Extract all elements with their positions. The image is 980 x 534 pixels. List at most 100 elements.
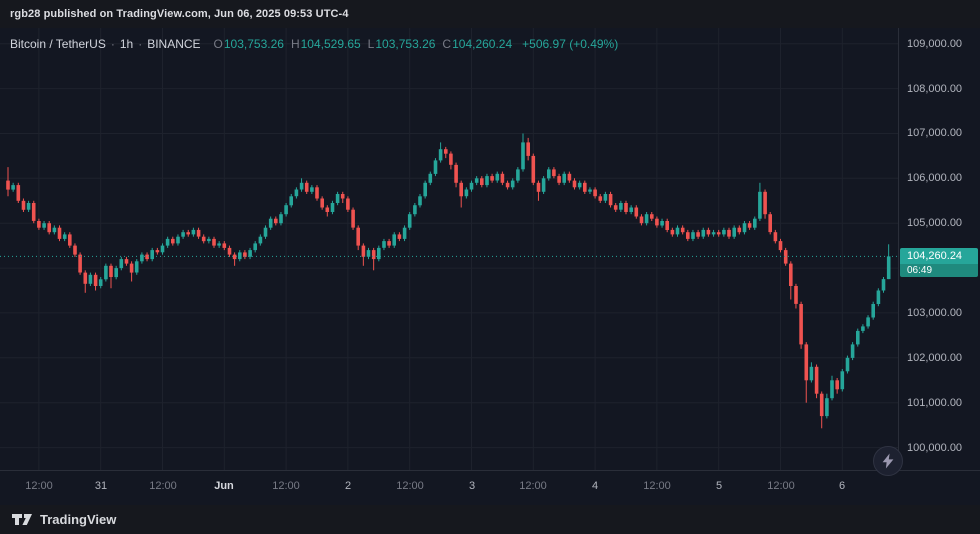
candle <box>619 200 623 212</box>
candle-body <box>191 229 196 235</box>
candle <box>78 252 82 275</box>
candle-body <box>845 357 850 372</box>
price-axis-label: 105,000.00 <box>907 217 963 229</box>
time-axis[interactable]: 12:00 31 12:00 Jun 12:00 2 12:00 3 12:00 4 12:00 5 1… <box>0 470 980 505</box>
candle <box>325 205 330 217</box>
candle-body <box>248 250 252 257</box>
candle-body <box>93 274 98 286</box>
candle <box>124 256 129 266</box>
candle-body <box>366 250 371 257</box>
candle-body <box>104 265 108 280</box>
candle <box>665 218 669 233</box>
candle-body <box>680 227 685 233</box>
candle-body <box>238 252 242 260</box>
open-key: O <box>213 37 223 51</box>
candle <box>114 265 118 280</box>
candle-body <box>696 232 700 237</box>
time-axis-label: 2 <box>344 480 352 492</box>
candle <box>814 364 819 399</box>
candle-body <box>459 182 463 197</box>
candle <box>361 243 366 266</box>
time-axis-label: 12:00 <box>396 480 424 492</box>
candle <box>526 137 530 161</box>
symbol-legend[interactable]: Bitcoin / TetherUS · 1h · BINANCE O 103,… <box>10 37 618 51</box>
candle-body <box>809 366 814 381</box>
candle-body <box>207 238 211 242</box>
symbol-name[interactable]: Bitcoin / TetherUS <box>10 37 106 51</box>
candle-body <box>716 232 721 235</box>
candle <box>104 263 108 282</box>
exchange-label[interactable]: BINANCE <box>147 37 201 51</box>
flash-button[interactable] <box>873 446 903 476</box>
candle-body <box>83 272 88 284</box>
candle-body <box>340 194 345 199</box>
candle-body <box>304 182 309 192</box>
time-axis-label: 12:00 <box>149 480 177 492</box>
price-axis-label: 100,000.00 <box>907 442 963 454</box>
candle-body <box>418 196 422 206</box>
candle-body <box>778 241 783 251</box>
price-axis-label: 109,000.00 <box>907 38 963 50</box>
candle <box>680 225 685 235</box>
candle <box>6 167 10 197</box>
candle <box>387 238 391 248</box>
candle <box>701 227 706 239</box>
candle-body <box>171 238 175 244</box>
candle-body <box>552 169 556 177</box>
candle-body <box>608 194 613 206</box>
candle <box>119 256 124 271</box>
time-axis-label: 12:00 <box>767 480 795 492</box>
low-number: 103,753.26 <box>375 37 436 51</box>
candle <box>160 243 165 255</box>
candle-body <box>165 238 170 246</box>
candle-body <box>392 234 396 246</box>
candle <box>830 375 834 401</box>
candle-body <box>753 218 757 228</box>
candle-body <box>856 330 860 345</box>
candle-body <box>500 173 505 183</box>
candle-body <box>572 180 577 188</box>
candle <box>804 342 809 403</box>
candle <box>789 261 793 300</box>
candle-body <box>201 236 206 242</box>
candle <box>856 328 860 347</box>
candle-body <box>212 238 216 246</box>
candle-body <box>861 326 865 331</box>
candle <box>232 252 237 266</box>
candle <box>541 176 546 194</box>
candle <box>644 212 649 226</box>
candle <box>510 178 515 190</box>
candle-body <box>804 344 809 381</box>
price-axis[interactable]: 104,260.24 06:49 109,000.00 108,000.00 107… <box>898 28 980 470</box>
time-axis-label: 12:00 <box>643 480 671 492</box>
candle-body <box>686 232 690 239</box>
candle-body <box>547 169 551 179</box>
candle <box>598 194 603 203</box>
candle-body <box>284 205 288 215</box>
chart-area[interactable]: Bitcoin / TetherUS · 1h · BINANCE O 103,… <box>0 28 980 505</box>
candle-body <box>603 194 608 201</box>
candle-body <box>830 380 834 399</box>
candle-body <box>114 268 118 278</box>
candle-body <box>73 245 77 255</box>
candle <box>284 203 288 217</box>
candle-body <box>377 247 381 260</box>
time-axis-label: 12:00 <box>272 480 300 492</box>
candle-body <box>644 214 649 224</box>
bar-countdown: 06:49 <box>900 264 978 277</box>
interval-label[interactable]: 1h <box>119 37 134 51</box>
candlestick-plot[interactable] <box>0 28 898 470</box>
candle <box>536 180 541 201</box>
candle <box>310 185 314 194</box>
candle-body <box>155 250 160 253</box>
candle-body <box>711 232 716 235</box>
candle <box>819 391 824 429</box>
legend-separator: · <box>138 37 143 51</box>
candle <box>377 245 381 262</box>
candle <box>629 205 633 215</box>
candle-body <box>825 398 829 417</box>
candle-body <box>57 227 62 239</box>
candle <box>227 245 232 257</box>
high-number: 104,529.65 <box>300 37 361 51</box>
candle-body <box>217 243 221 246</box>
